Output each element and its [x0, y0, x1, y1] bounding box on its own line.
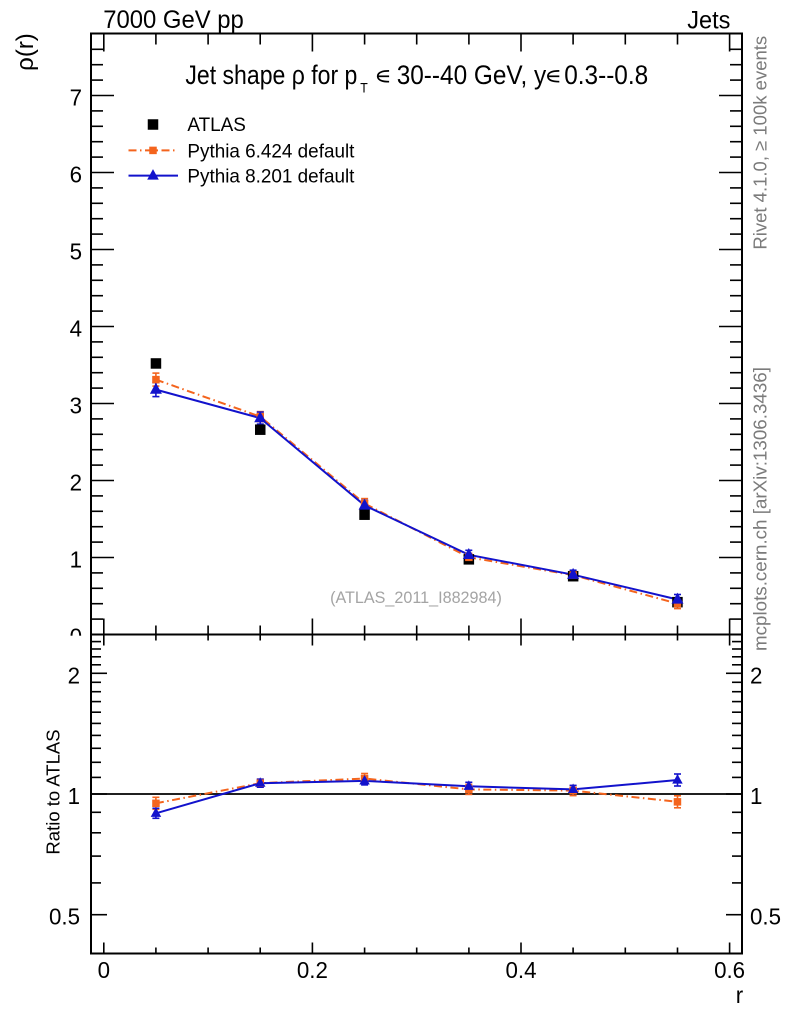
svg-text:7000 GeV pp: 7000 GeV pp	[103, 6, 244, 34]
svg-text:0: 0	[98, 956, 110, 983]
svg-text:0.5: 0.5	[49, 903, 80, 930]
svg-text:2: 2	[70, 469, 82, 496]
svg-text:0.4: 0.4	[505, 956, 536, 983]
svg-text:30--40 GeV, y: 30--40 GeV, y	[397, 61, 547, 90]
svg-text:6: 6	[70, 161, 82, 188]
svg-text:7: 7	[70, 84, 82, 111]
svg-text:5: 5	[70, 238, 82, 265]
svg-text:0.5: 0.5	[750, 903, 781, 930]
svg-text:2: 2	[68, 662, 80, 689]
svg-text:0.6: 0.6	[714, 956, 745, 983]
svg-text:ATLAS: ATLAS	[187, 115, 245, 136]
svg-text:1: 1	[750, 782, 762, 809]
svg-text:Pythia 6.424 default: Pythia 6.424 default	[187, 141, 355, 162]
svg-text:T: T	[360, 80, 368, 96]
svg-text:Rivet 4.1.0, ≥ 100k events: Rivet 4.1.0, ≥ 100k events	[750, 36, 771, 250]
svg-text:1: 1	[70, 546, 82, 573]
svg-text:r: r	[736, 981, 744, 1008]
svg-text:4: 4	[70, 315, 83, 342]
svg-text:Pythia 8.201 default: Pythia 8.201 default	[187, 166, 355, 187]
svg-text:0.2: 0.2	[297, 956, 328, 983]
svg-text:0.3--0.8: 0.3--0.8	[564, 61, 648, 90]
svg-text:1: 1	[68, 782, 80, 809]
svg-text:2: 2	[750, 662, 762, 689]
svg-text:Jet shape ρ for p: Jet shape ρ for p	[185, 62, 357, 91]
svg-text:Jets: Jets	[687, 7, 730, 35]
svg-text:(ATLAS_2011_I882984): (ATLAS_2011_I882984)	[330, 588, 502, 607]
svg-text:3: 3	[70, 392, 82, 419]
svg-text:mcplots.cern.ch [arXiv:1306.34: mcplots.cern.ch [arXiv:1306.3436]	[750, 367, 771, 651]
svg-text:Ratio to ATLAS: Ratio to ATLAS	[43, 729, 64, 854]
svg-text:ρ(r): ρ(r)	[12, 33, 39, 71]
